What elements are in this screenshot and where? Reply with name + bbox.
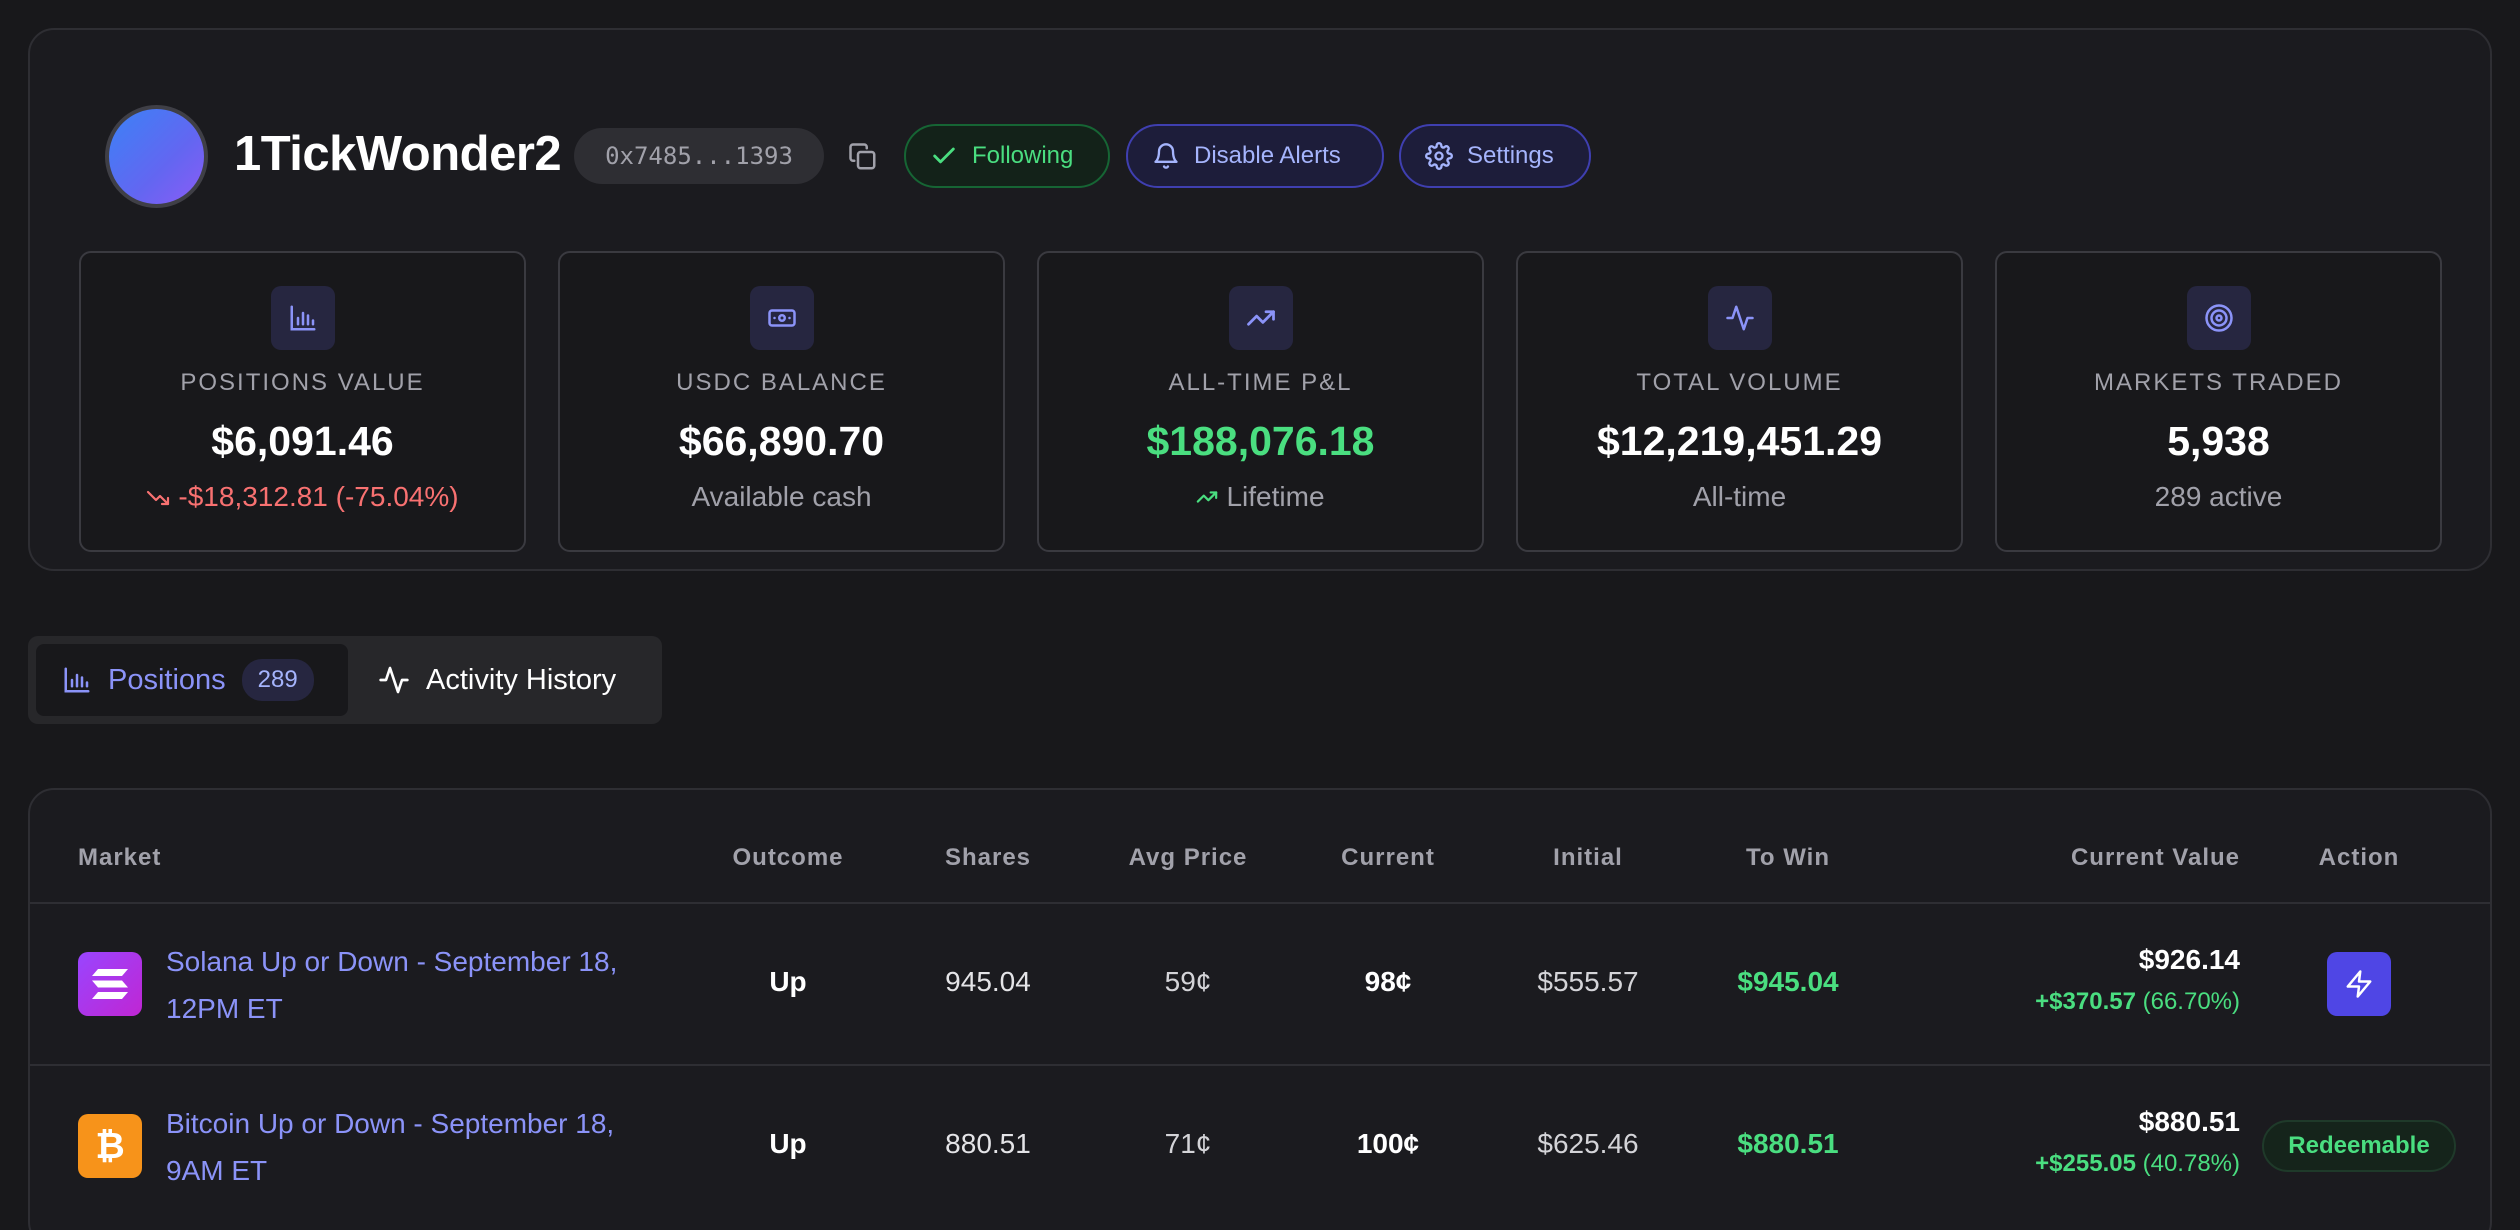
activity-icon	[1707, 286, 1772, 350]
positions-table: Market Outcome Shares Avg Price Current …	[28, 788, 2492, 1230]
pnl-cell: +$255.05 (40.78%)	[2035, 1150, 2240, 1178]
trending-down-icon	[146, 485, 170, 509]
settings-button[interactable]: Settings	[1399, 124, 1591, 188]
market-title-line1: Solana Up or Down - September 18,	[166, 946, 618, 977]
market-title-line2: 12PM ET	[166, 993, 283, 1024]
pnl-percent: (40.78%)	[2142, 1150, 2240, 1177]
stat-sub-text: All-time	[1692, 481, 1787, 512]
stat-sub: Lifetime	[1039, 481, 1482, 513]
copy-icon[interactable]	[848, 142, 878, 172]
stat-card-positions-value: POSITIONS VALUE $6,091.46 -$18,312.81 (-…	[79, 251, 526, 552]
pnl-amount: +$255.05	[2035, 1150, 2136, 1177]
solana-icon	[78, 952, 142, 1016]
table-row: Solana Up or Down - September 18, 12PM E…	[30, 904, 2490, 1064]
stat-value: 5,938	[2167, 418, 2270, 464]
header-shares[interactable]: Shares	[944, 844, 1032, 871]
tab-activity-history[interactable]: Activity History	[378, 644, 658, 716]
outcome-cell: Up	[769, 966, 807, 997]
header-initial[interactable]: Initial	[1553, 844, 1623, 871]
stat-sub-text: -$18,312.81 (-75.04%)	[178, 481, 459, 512]
stat-label: POSITIONS VALUE	[180, 369, 425, 396]
current-value-cell: $926.14	[2138, 944, 2240, 975]
header-action: Action	[2318, 844, 2400, 871]
market-link[interactable]: Solana Up or Down - September 18, 12PM E…	[166, 938, 686, 1032]
header-current[interactable]: Current	[1341, 844, 1435, 871]
current-value-cell: $880.51	[2138, 1106, 2240, 1137]
bell-icon	[1152, 142, 1180, 170]
avg-price-cell: 71¢	[1164, 1128, 1212, 1159]
header-outcome[interactable]: Outcome	[732, 844, 844, 871]
disable-alerts-button[interactable]: Disable Alerts	[1126, 124, 1384, 188]
divider	[30, 1064, 2490, 1066]
activity-icon	[378, 664, 410, 696]
stat-change: -$18,312.81 (-75.04%)	[81, 481, 524, 513]
stat-label: USDC BALANCE	[676, 369, 887, 396]
lightning-icon	[2344, 969, 2374, 999]
positions-count-badge: 289	[241, 659, 314, 701]
outcome-cell: Up	[769, 1128, 807, 1159]
stat-sub-text: Available cash	[691, 481, 872, 512]
table-row: ₿ Bitcoin Up or Down - September 18, 9AM…	[30, 1066, 2490, 1226]
header-to-win[interactable]: To Win	[1746, 844, 1830, 871]
divider	[30, 902, 2490, 904]
tab-activity-label: Activity History	[426, 663, 617, 696]
tab-bar: Positions 289 Activity History	[28, 636, 662, 724]
stat-label: TOTAL VOLUME	[1636, 369, 1843, 396]
profile-card: 1TickWonder2 0x7485...1393 Following Dis…	[28, 28, 2492, 571]
market-link[interactable]: Bitcoin Up or Down - September 18, 9AM E…	[166, 1100, 686, 1194]
following-label: Following	[972, 142, 1074, 169]
quick-trade-button[interactable]	[2327, 952, 2391, 1016]
target-icon	[2186, 286, 2251, 350]
bitcoin-icon: ₿	[78, 1114, 142, 1178]
to-win-cell: $945.04	[1737, 966, 1839, 997]
shares-cell: 880.51	[945, 1128, 1031, 1159]
pnl-percent: (66.70%)	[2142, 988, 2240, 1015]
header-market[interactable]: Market	[78, 844, 162, 871]
to-win-cell: $880.51	[1737, 1128, 1839, 1159]
stat-value: $66,890.70	[678, 418, 885, 464]
header-current-value[interactable]: Current Value	[2070, 844, 2240, 871]
redeemable-badge[interactable]: Redeemable	[2262, 1120, 2456, 1172]
initial-cell: $555.57	[1537, 966, 1639, 997]
stat-value: $188,076.18	[1146, 418, 1375, 464]
bar-chart-icon	[270, 286, 335, 350]
header-avg-price[interactable]: Avg Price	[1128, 844, 1248, 871]
following-button[interactable]: Following	[904, 124, 1110, 188]
bar-chart-icon	[62, 665, 92, 695]
initial-cell: $625.46	[1537, 1128, 1639, 1159]
tab-positions-label: Positions	[108, 663, 226, 696]
stat-value: $12,219,451.29	[1597, 418, 1882, 464]
avatar	[105, 105, 208, 208]
settings-label: Settings	[1467, 142, 1554, 169]
stat-card-usdc-balance: USDC BALANCE $66,890.70 Available cash	[558, 251, 1005, 552]
market-title-line1: Bitcoin Up or Down - September 18,	[166, 1108, 615, 1139]
username: 1TickWonder2	[234, 127, 562, 181]
stat-label: ALL-TIME P&L	[1168, 369, 1353, 396]
current-price-cell: 100¢	[1356, 1128, 1420, 1159]
avg-price-cell: 59¢	[1164, 966, 1212, 997]
check-icon	[930, 142, 958, 170]
current-price-cell: 98¢	[1364, 966, 1412, 997]
market-title-line2: 9AM ET	[166, 1155, 268, 1186]
stat-card-all-time-pnl: ALL-TIME P&L $188,076.18 Lifetime	[1037, 251, 1484, 552]
trending-up-icon	[1228, 286, 1293, 350]
stat-label: MARKETS TRADED	[2094, 369, 2343, 396]
stat-sub-text: Lifetime	[1226, 481, 1325, 512]
tab-positions[interactable]: Positions 289	[36, 644, 348, 716]
pnl-amount: +$370.57	[2035, 988, 2136, 1015]
wallet-address: 0x7485...1393	[574, 128, 824, 184]
stat-card-total-volume: TOTAL VOLUME $12,219,451.29 All-time	[1516, 251, 1963, 552]
disable-alerts-label: Disable Alerts	[1194, 142, 1341, 169]
gear-icon	[1425, 142, 1453, 170]
shares-cell: 945.04	[945, 966, 1031, 997]
pnl-cell: +$370.57 (66.70%)	[2035, 988, 2240, 1016]
stat-sub-text: 289 active	[2154, 481, 2283, 512]
stat-value: $6,091.46	[211, 418, 394, 464]
stat-card-markets-traded: MARKETS TRADED 5,938 289 active	[1995, 251, 2442, 552]
banknote-icon	[749, 286, 814, 350]
svg-text:₿: ₿	[95, 1126, 124, 1166]
trending-up-icon	[1196, 486, 1218, 508]
